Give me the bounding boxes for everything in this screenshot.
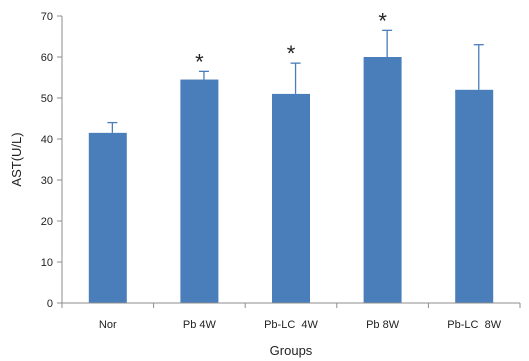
x-axis-category-labels: Nor Pb 4W Pb-LC 4W Pb 8W Pb-LC 8W xyxy=(61,303,521,331)
y-tick-label: 40 xyxy=(41,134,53,146)
x-category-label: Pb-LC 8W xyxy=(447,319,501,331)
x-category-label: Pb 8W xyxy=(366,319,400,331)
y-axis-ticks: 0 10 20 30 40 50 60 70 xyxy=(41,11,62,310)
x-category-label: Pb 4W xyxy=(183,319,217,331)
bar xyxy=(180,79,219,303)
bar xyxy=(272,93,310,304)
significance-star: * xyxy=(378,8,387,33)
bar xyxy=(455,89,494,303)
x-category-label: Nor xyxy=(99,319,117,331)
y-tick-label: 0 xyxy=(47,298,53,310)
bar xyxy=(88,132,127,303)
y-tick-label: 50 xyxy=(41,93,53,105)
y-tick-label: 70 xyxy=(41,11,53,23)
significance-markers: * * * xyxy=(195,8,387,74)
bar xyxy=(363,57,402,303)
y-tick-label: 30 xyxy=(41,175,53,187)
y-axis-title: AST(U/L) xyxy=(9,132,24,186)
error-bars xyxy=(107,29,484,133)
significance-star: * xyxy=(195,49,204,74)
y-tick-label: 20 xyxy=(41,216,53,228)
y-tick-label: 60 xyxy=(41,52,53,64)
x-category-label: Pb-LC 4W xyxy=(264,319,318,331)
y-tick-label: 10 xyxy=(41,257,53,269)
significance-star: * xyxy=(287,41,296,66)
x-axis-title: Groups xyxy=(270,343,313,358)
bar-series xyxy=(88,57,494,304)
